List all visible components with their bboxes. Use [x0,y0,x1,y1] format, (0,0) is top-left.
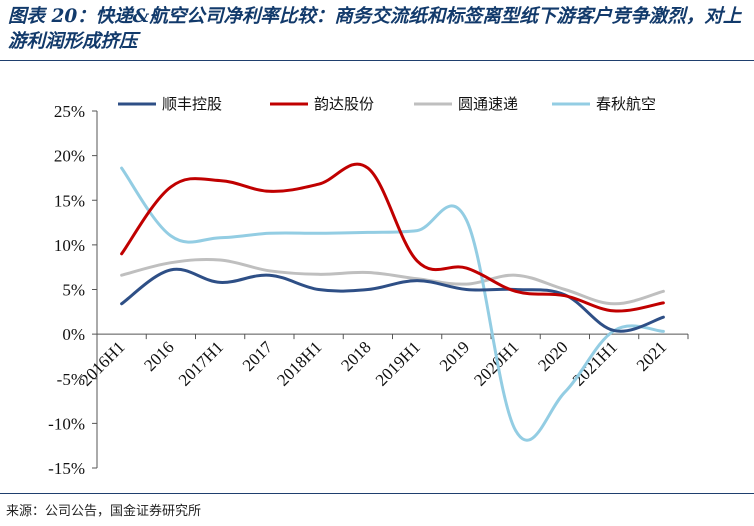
y-tick-label: 0% [62,325,85,344]
legend-label: 春秋航空 [596,95,656,113]
y-tick-label: -15% [48,459,85,478]
legend-label: 顺丰控股 [162,95,222,113]
x-tick-label: 2017 [239,337,277,375]
y-tick-label: -10% [48,414,85,433]
y-tick-label: 10% [54,236,85,255]
y-tick-label: 20% [54,147,85,166]
chart-series [120,162,665,442]
x-tick-label: 2016H1 [76,338,128,390]
legend-label: 圆通速递 [458,95,518,113]
source-rule [0,493,754,494]
x-tick-label: 2016 [140,338,177,375]
x-tick-label: 2020 [534,338,571,375]
series-line-3 [120,257,665,306]
chart-legend: 顺丰控股 韵达股份 圆通速递 春秋航空 [118,95,656,113]
legend-label: 韵达股份 [314,95,374,113]
title-rule [0,60,754,61]
y-tick-label: 15% [54,191,85,210]
series-line-4 [120,166,665,442]
x-tick-label: 2021H1 [569,338,621,390]
series-line-1 [120,267,665,333]
source-note: 来源：公司公告，国金证券研究所 [6,504,202,519]
line-chart: 25%20%15%10%5%0%-5%-10%-15%2016H1 2016201… [48,95,689,478]
x-tick-label: 2019 [436,338,473,375]
x-tick-label: 2018H1 [273,338,325,390]
y-tick-label: 25% [54,102,85,121]
y-tick-label: 5% [62,281,85,300]
x-tick-label: 2019H1 [372,338,424,390]
x-tick-label: 2018 [337,338,374,375]
series-line-2 [120,162,665,313]
chart-title: 图表 20：快递&航空公司净利率比较：商务交流纸和标签离型纸下游客户竞争激烈，对… [8,6,742,52]
x-tick-label: 2021 [633,338,670,375]
x-tick-label: 2017H1 [175,338,227,390]
y-tick-label: -5% [57,370,85,389]
